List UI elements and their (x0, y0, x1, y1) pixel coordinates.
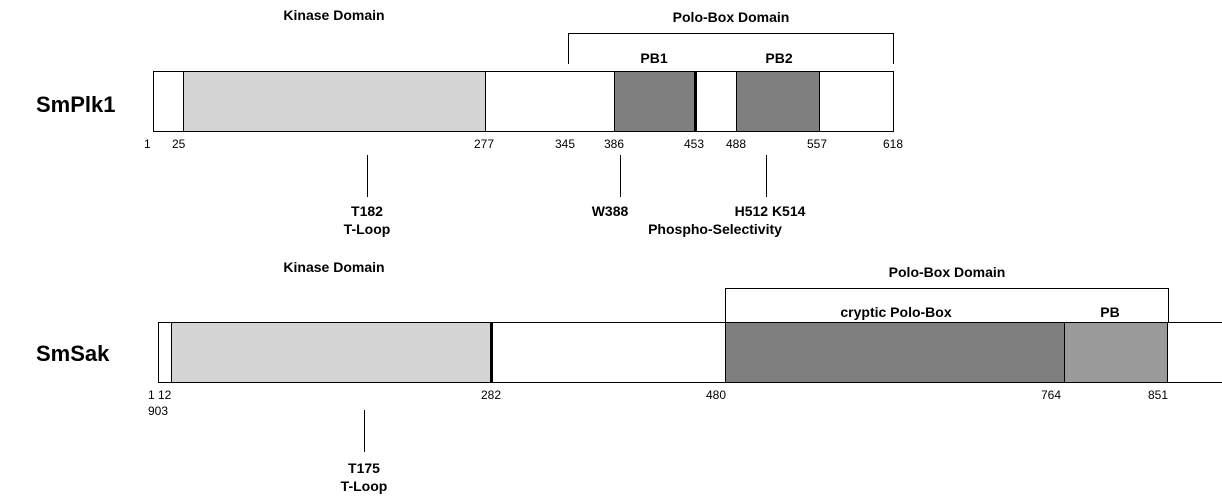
plk1-h512-k514-label: H512 K514 (734, 203, 806, 219)
sak-pos-480: 480 (706, 388, 727, 402)
plk1-h512-marker (766, 155, 767, 197)
plk1-w388-marker (620, 155, 621, 197)
plk1-t182-label: T182 (351, 203, 383, 219)
sak-pos-903: 903 (148, 404, 169, 418)
sak-pos-851: 851 (1148, 388, 1169, 402)
plk1-polo-box-bracket (568, 33, 894, 34)
plk1-bracket-left-tick (568, 33, 569, 64)
sak-protein-name: SmSak (36, 341, 110, 366)
plk1-kinase-domain-label: Kinase Domain (283, 7, 385, 23)
plk1-protein-name: SmPlk1 (36, 92, 116, 117)
plk1-pos-386: 386 (604, 137, 625, 151)
sak-bracket-right-tick (1168, 288, 1169, 322)
sak-pos-12: 12 (158, 388, 172, 402)
sak-pb-label: PB (1100, 304, 1120, 320)
plk1-polo-box-domain-label: Polo-Box Domain (672, 9, 790, 25)
plk1-tloop-label: T-Loop (343, 221, 391, 237)
plk1-phospho-selectivity-label: Phospho-Selectivity (648, 221, 782, 237)
plk1-pb1-end-line (694, 71, 697, 132)
sak-kinase-domain-label: Kinase Domain (283, 259, 385, 275)
plk1-kinase-domain (183, 71, 486, 132)
sak-polo-box-domain-label: Polo-Box Domain (888, 264, 1006, 280)
sak-bracket-left-tick (725, 288, 726, 322)
sak-protein-bar-bottom (158, 382, 1222, 383)
sak-pos-282: 282 (481, 388, 502, 402)
sak-cryptic-polo-box-domain (725, 322, 1065, 383)
sak-polo-box-bracket (725, 288, 1169, 289)
plk1-pb1-domain (614, 71, 696, 132)
plk1-pos-557: 557 (807, 137, 828, 151)
sak-kinase-end-line (490, 322, 493, 383)
plk1-pb2-domain (736, 71, 820, 132)
plk1-w388-label: W388 (591, 203, 629, 219)
plk1-pos-453: 453 (684, 137, 705, 151)
plk1-pos-618: 618 (883, 137, 904, 151)
sak-pb-domain (1064, 322, 1168, 383)
plk1-pos-488: 488 (726, 137, 747, 151)
sak-pos-764: 764 (1041, 388, 1062, 402)
sak-cryptic-polo-box-label: cryptic Polo-Box (840, 304, 952, 320)
sak-t175-marker (364, 410, 365, 452)
plk1-t182-marker (367, 155, 368, 197)
plk1-pb2-label: PB2 (765, 50, 793, 66)
sak-protein-bar-top (158, 322, 1222, 323)
plk1-pos-25: 25 (172, 137, 186, 151)
sak-tloop-label: T-Loop (340, 478, 388, 494)
plk1-pos-1: 1 (144, 137, 151, 151)
plk1-bracket-right-tick (893, 33, 894, 64)
sak-protein-bar-start (158, 322, 159, 383)
sak-pos-1: 1 (148, 388, 155, 402)
sak-kinase-domain (171, 322, 493, 383)
sak-t175-label: T175 (348, 460, 380, 476)
plk1-pb1-label: PB1 (640, 50, 668, 66)
plk1-pos-345: 345 (555, 137, 576, 151)
plk1-pos-277: 277 (474, 137, 495, 151)
